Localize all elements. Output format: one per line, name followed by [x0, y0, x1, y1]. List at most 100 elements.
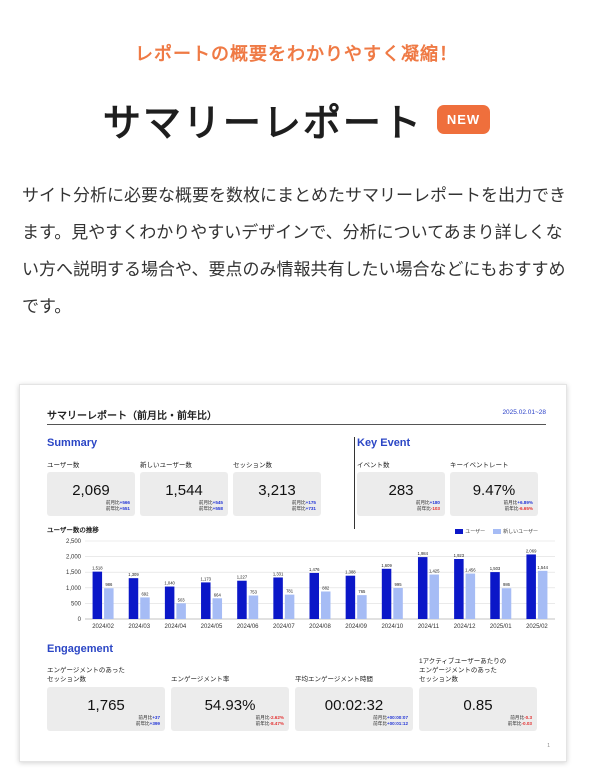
- bar-new-users: [321, 591, 331, 619]
- bar-new-users: [501, 588, 512, 619]
- kpi-label: キーイベントレート: [450, 462, 509, 469]
- bar-users: [273, 577, 283, 619]
- bar-data-label: 1,518: [92, 566, 103, 571]
- x-tick-label: 2025/01: [490, 624, 512, 630]
- bar-new-users: [176, 603, 186, 619]
- hero-title: サマリーレポート: [102, 101, 423, 145]
- bar-new-users: [212, 598, 223, 619]
- yoy-label: 前年比: [198, 506, 213, 511]
- bar-users: [417, 557, 428, 619]
- kpi-card-new-users: 1,544 前月比+545 前年比+558: [140, 472, 228, 516]
- x-tick-label: 2024/11: [418, 624, 440, 630]
- yoy-label: 前年比: [373, 721, 387, 726]
- kpi-label: 新しいユーザー数: [140, 462, 192, 469]
- kpi-label: ユーザー数: [47, 462, 80, 469]
- bar-data-label: 882: [322, 585, 330, 590]
- mom-label: 前月比: [510, 715, 525, 720]
- bar-data-label: 1,040: [164, 581, 175, 586]
- yoy-value: -0.03: [521, 721, 532, 726]
- bar-users: [164, 586, 175, 619]
- kpi-value: 3,213: [258, 482, 296, 499]
- bar-users: [309, 572, 319, 619]
- kpi-card-sessions: 3,213 前月比+175 前年比+731: [233, 472, 321, 516]
- kpi-label: エンゲージメント率: [171, 676, 230, 683]
- yoy-label: 前年比: [291, 506, 306, 511]
- x-tick-label: 2024/05: [201, 624, 223, 630]
- chart-legend: ユーザー 新しいユーザー: [455, 528, 538, 535]
- kpi-value: 1,765: [87, 697, 125, 714]
- mom-value: -2.62%: [269, 715, 284, 720]
- kpi-comparison: 前月比+545 前年比+558: [199, 500, 223, 512]
- hero-title-row: サマリーレポート NEW: [0, 92, 593, 147]
- bar-new-users: [140, 597, 150, 619]
- bar-data-label: 1,388: [345, 570, 356, 575]
- kpi-card-avg-engagement-time: 00:02:32 前月比+00:00:07 前年比+00:01:12: [295, 687, 413, 731]
- kpi-comparison: 前月比+6.89% 前年比-6.65%: [503, 500, 533, 512]
- legend-label: ユーザー: [465, 529, 486, 535]
- y-tick-label: 1,000: [66, 586, 82, 592]
- yoy-value: +551: [119, 506, 130, 511]
- kpi-label: 平均エンゲージメント時間: [295, 676, 373, 683]
- x-tick-label: 2024/09: [345, 624, 367, 630]
- yoy-label: 前年比: [135, 721, 150, 726]
- y-tick-label: 2,000: [66, 555, 82, 561]
- x-tick-label: 2024/04: [165, 624, 187, 630]
- x-tick-label: 2024/10: [381, 624, 403, 630]
- kpi-comparison: 前月比+00:00:07 前年比+00:01:12: [373, 715, 408, 727]
- kpi-label: イベント数: [357, 462, 390, 469]
- bar-new-users: [104, 588, 114, 619]
- engagement-section-title: Engagement: [47, 643, 114, 655]
- bar-data-label: 1,173: [201, 576, 212, 581]
- x-tick-label: 2024/06: [237, 624, 259, 630]
- bar-data-label: 1,331: [273, 571, 284, 576]
- section-divider: [354, 437, 355, 529]
- mom-value: +00:00:07: [386, 715, 408, 720]
- y-tick-label: 2,500: [66, 539, 82, 545]
- yoy-value: -6.65%: [518, 506, 533, 511]
- bar-new-users: [284, 594, 295, 619]
- bar-data-label: 1,984: [417, 551, 428, 556]
- mom-label: 前月比: [255, 715, 270, 720]
- x-tick-label: 2024/03: [128, 624, 150, 630]
- bar-data-label: 503: [178, 597, 186, 602]
- bar-data-label: 1,609: [381, 563, 392, 568]
- bar-data-label: 986: [503, 582, 511, 587]
- page-number: 1: [547, 743, 550, 749]
- kpi-label: 1アクティブユーザーあたりの エンゲージメントのあった セッション数: [419, 658, 507, 683]
- bar-data-label: 1,503: [490, 566, 501, 571]
- mom-value: -0.3: [524, 715, 532, 720]
- yoy-value: +399: [149, 721, 160, 726]
- y-tick-label: 1,500: [66, 570, 82, 576]
- bar-data-label: 1,456: [465, 568, 476, 573]
- kpi-card-events: 283 前月比+180 前年比-103: [357, 472, 445, 516]
- mom-label: 前月比: [291, 500, 306, 505]
- report-preview: サマリーレポート（前月比・前年比） 2025.02.01~28 Summary …: [19, 384, 567, 762]
- bar-data-label: 1,425: [429, 569, 440, 574]
- x-tick-label: 2025/02: [526, 624, 548, 630]
- mom-value: +180: [429, 500, 440, 505]
- kpi-comparison: 前月比-0.3 前年比-0.03: [508, 715, 532, 727]
- x-tick-label: 2024/12: [454, 624, 476, 630]
- bar-new-users: [357, 595, 367, 619]
- mom-value: +566: [119, 500, 130, 505]
- y-tick-label: 500: [71, 601, 82, 607]
- bar-new-users: [465, 573, 476, 619]
- mom-label: 前月比: [198, 500, 213, 505]
- bar-data-label: 2,069: [526, 548, 537, 553]
- kpi-value: 9.47%: [472, 482, 516, 499]
- kpi-value: 2,069: [72, 482, 110, 499]
- bar-data-label: 1,544: [537, 565, 548, 570]
- kpi-value: 283: [388, 482, 414, 499]
- mom-label: 前月比: [373, 715, 387, 720]
- kpi-comparison: 前月比+175 前年比+731: [292, 500, 316, 512]
- bar-data-label: 1,309: [128, 572, 139, 577]
- bar-users: [526, 554, 536, 619]
- users-bar-chart: 0 500 1,000 1,500 2,000 2,500 1,518 986 2024/02 1…: [66, 539, 555, 630]
- x-tick-label: 2024/07: [273, 624, 295, 630]
- bar-users: [128, 578, 139, 619]
- kpi-card-key-event-rate: 9.47% 前月比+6.89% 前年比-6.65%: [450, 472, 538, 516]
- bar-data-label: 692: [141, 591, 149, 596]
- bar-data-label: 781: [286, 589, 294, 594]
- x-tick-label: 2024/02: [92, 624, 114, 630]
- yoy-value: +00:01:12: [386, 721, 408, 726]
